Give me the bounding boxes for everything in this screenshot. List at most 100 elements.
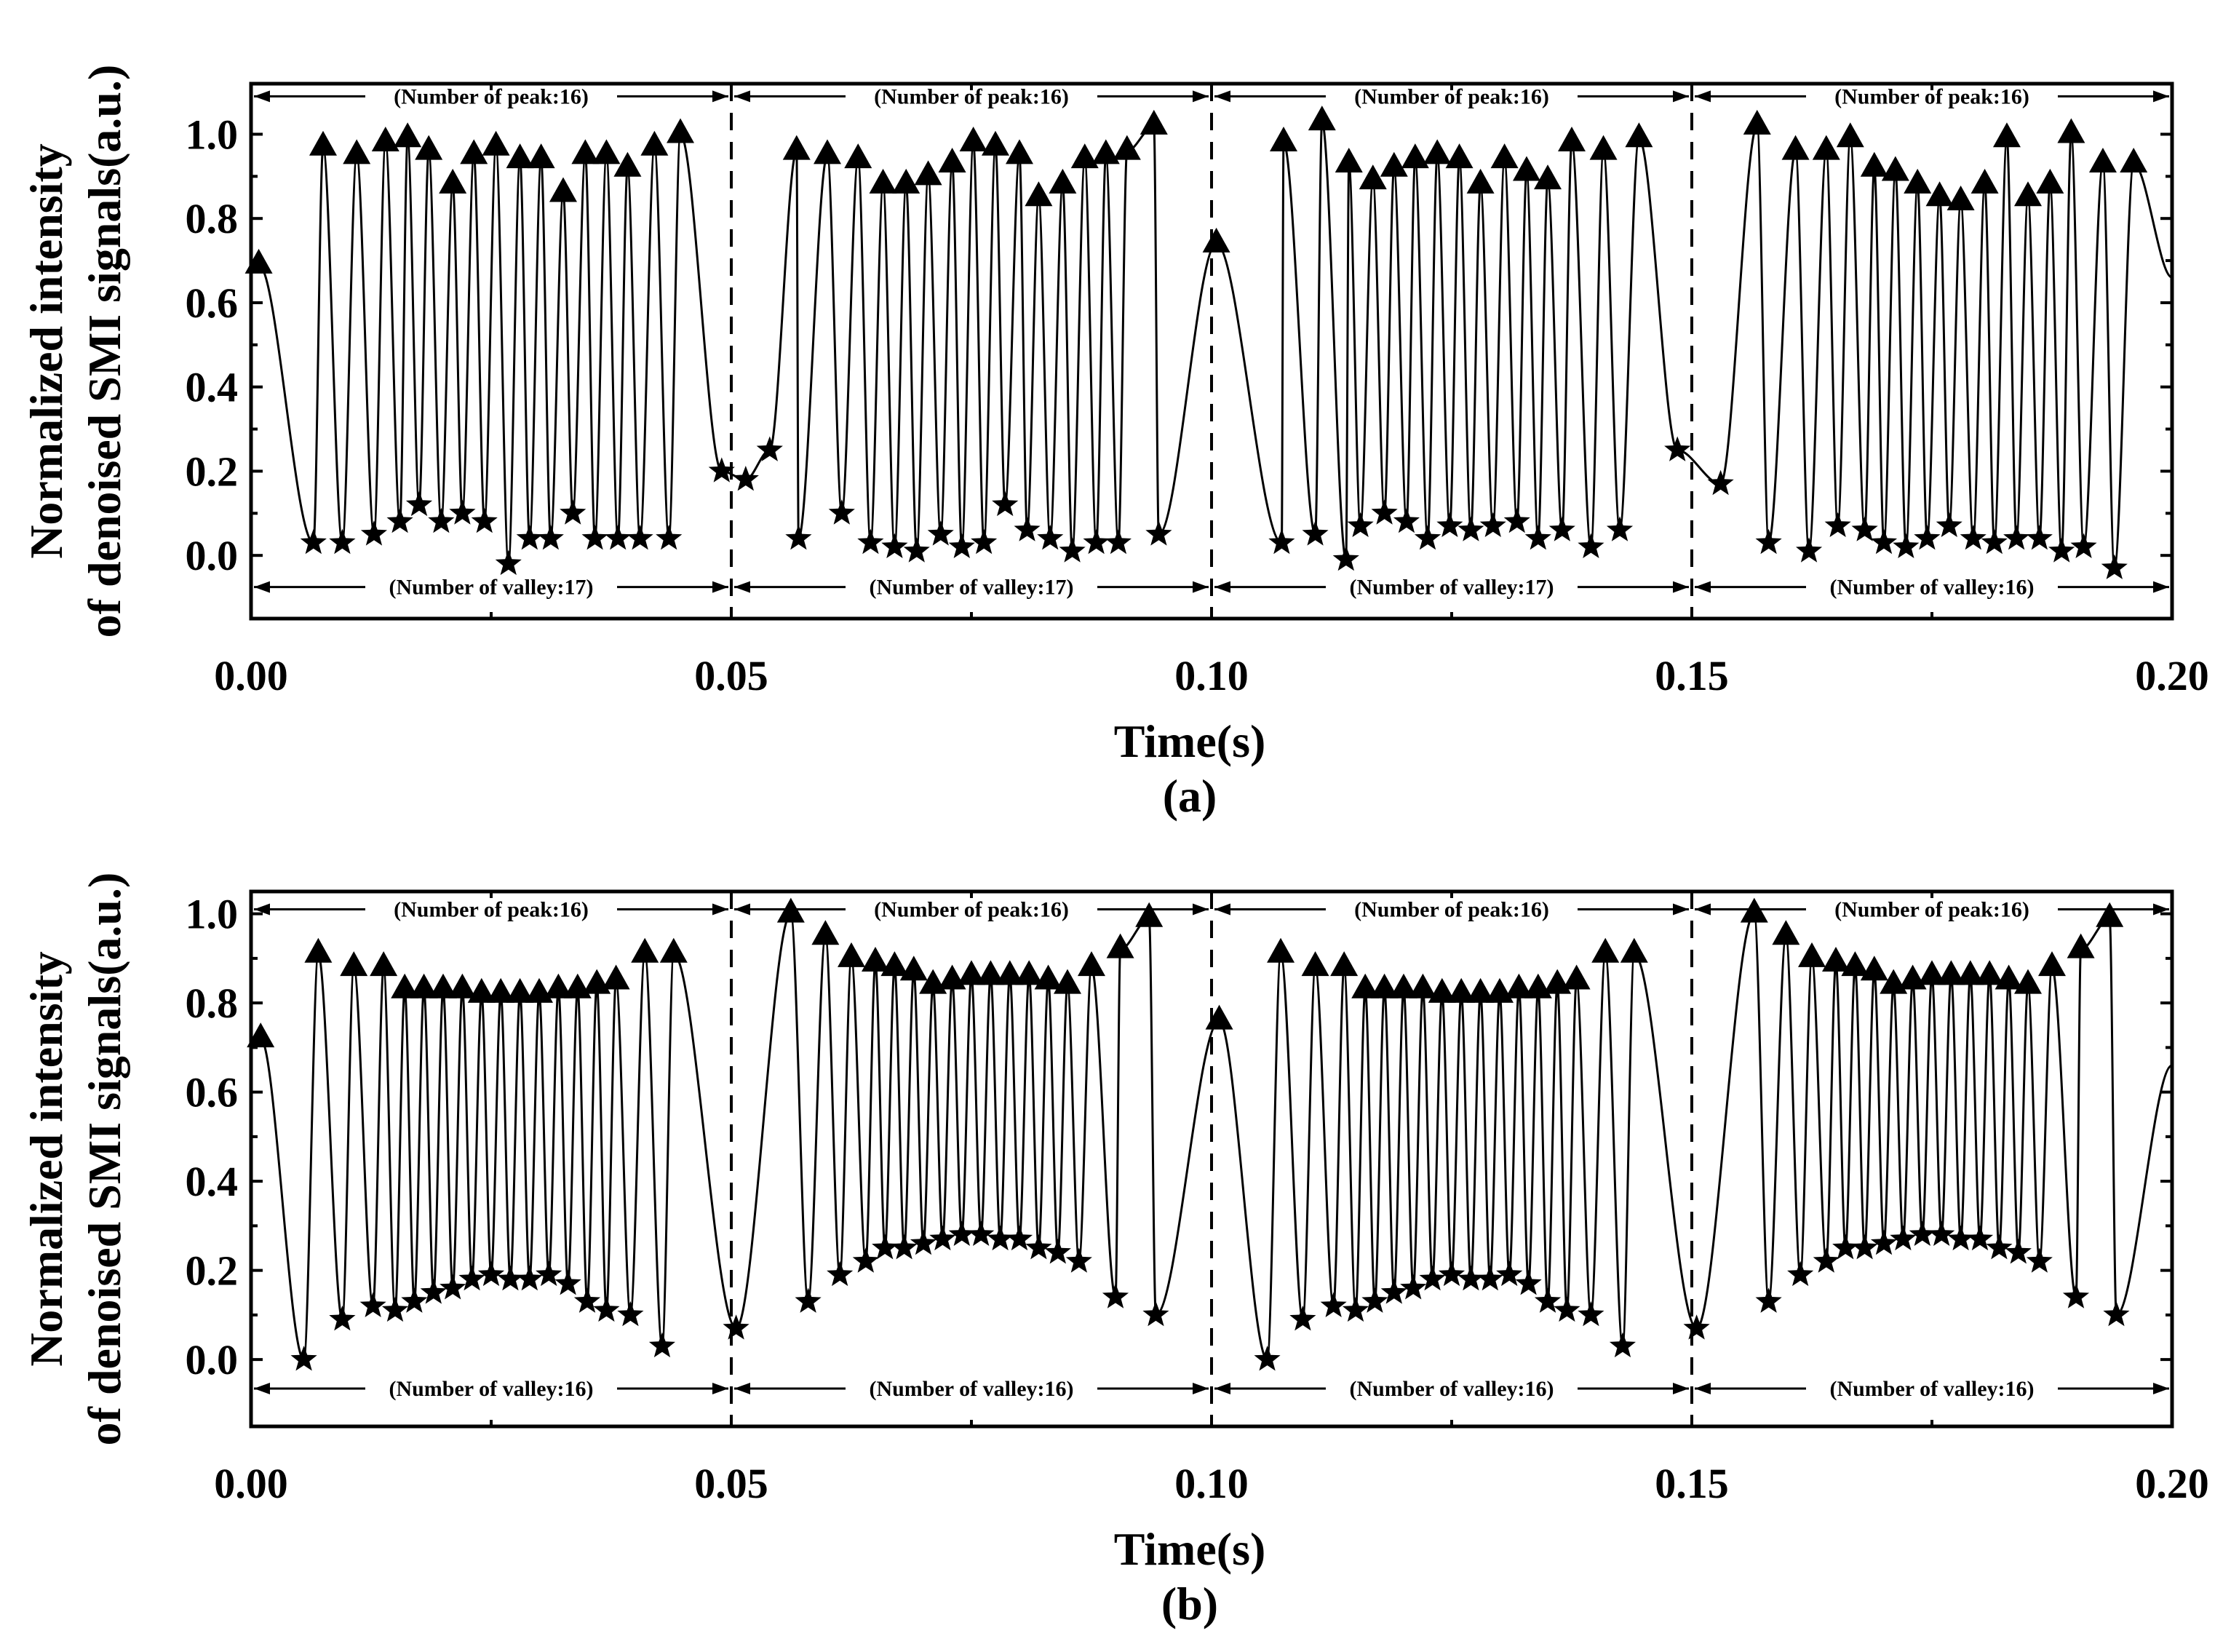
peak-marker — [1049, 168, 1077, 194]
valley-marker — [573, 1287, 601, 1313]
y-tick-label: 1.0 — [186, 111, 239, 158]
valley-marker — [732, 466, 759, 491]
y-tick-label: 0.8 — [186, 980, 239, 1027]
valley-marker — [1059, 537, 1086, 563]
peak-marker — [2067, 933, 2095, 958]
valley-arrow-head-right — [2153, 581, 2169, 593]
peak-arrow-head-right — [1193, 90, 1209, 103]
peak-marker — [2036, 168, 2064, 194]
peak-marker — [592, 139, 621, 164]
valley-marker — [560, 499, 586, 525]
valley-marker — [1787, 1260, 1814, 1287]
y-tick-label: 0.0 — [186, 532, 239, 579]
valley-marker — [1476, 1265, 1503, 1291]
x-tick-label: 0.20 — [2135, 1460, 2209, 1507]
valley-marker — [1548, 516, 1575, 541]
peak-marker — [892, 168, 920, 194]
peak-marker — [1270, 127, 1297, 152]
valley-marker — [948, 533, 975, 558]
peak-marker — [1904, 168, 1932, 194]
valley-marker — [1870, 528, 1898, 555]
peak-marker — [838, 942, 865, 967]
valley-count-label: (Number of valley:16) — [389, 1377, 593, 1401]
valley-marker — [1268, 528, 1295, 555]
valley-marker — [2048, 537, 2075, 563]
peak-marker — [1946, 186, 1975, 211]
peak-marker — [1772, 920, 1800, 945]
peak-marker — [1428, 977, 1456, 1003]
peak-marker — [1976, 960, 2004, 985]
valley-marker — [2103, 1300, 2130, 1327]
valley-marker — [458, 1265, 485, 1291]
peak-marker — [1091, 139, 1120, 164]
valley-marker — [971, 528, 998, 555]
valley-marker — [1361, 1287, 1388, 1313]
peak-marker — [525, 977, 553, 1003]
valley-marker — [785, 525, 812, 550]
valley-marker — [605, 525, 632, 550]
valley-count-label: (Number of valley:17) — [869, 576, 1073, 600]
peak-marker — [1445, 143, 1474, 169]
valley-marker — [1870, 1229, 1898, 1255]
valley-marker — [656, 525, 683, 550]
valley-marker — [891, 1234, 918, 1260]
valley-arrow-head-left — [1695, 581, 1711, 593]
valley-marker — [948, 1220, 975, 1246]
valley-marker — [1960, 525, 1987, 550]
valley-marker — [828, 499, 855, 525]
peak-marker — [429, 973, 457, 998]
peak-marker — [563, 973, 592, 998]
y-axis-title-line2: of denoised SMI signals(a.u.) — [79, 873, 130, 1446]
valley-marker — [627, 525, 653, 550]
x-tick-label: 0.15 — [1655, 1460, 1729, 1507]
peak-marker — [1898, 964, 1927, 990]
peak-marker — [959, 127, 987, 152]
panel-a-chart: 0.0 0.2 0.4 0.6 0.8 1.0 0.00 0.05 0.10 0.15 0.20 Ti… — [20, 65, 2209, 822]
peak-marker — [309, 130, 337, 156]
peak-marker — [982, 130, 1009, 156]
peak-marker — [1918, 960, 1946, 985]
valley-marker — [1083, 528, 1110, 555]
x-axis-title: Time(s) — [1114, 715, 1266, 767]
peak-marker — [914, 160, 942, 186]
peak-marker — [340, 951, 368, 977]
peak-marker — [1359, 164, 1387, 190]
peak-arrow-head-left — [734, 90, 750, 103]
valley-marker — [992, 491, 1019, 517]
peak-marker — [1401, 143, 1429, 169]
peak-marker — [899, 956, 928, 981]
valley-marker — [852, 1247, 879, 1273]
peak-marker — [602, 964, 630, 990]
peak-arrow-head-left — [1695, 90, 1711, 103]
valley-marker — [1400, 1274, 1427, 1300]
valley-marker — [1813, 1247, 1840, 1273]
peak-marker — [1466, 977, 1495, 1003]
valley-marker — [554, 1270, 581, 1295]
peak-marker — [506, 143, 534, 169]
valley-marker — [359, 1292, 386, 1317]
valley-marker — [857, 528, 884, 555]
peak-marker — [1822, 947, 1850, 972]
x-tick-label: 0.00 — [214, 652, 288, 699]
valley-count-label: (Number of valley:17) — [1349, 576, 1554, 600]
valley-count-label: (Number of valley:16) — [1829, 576, 2034, 600]
peak-arrow-head-right — [712, 90, 728, 103]
peak-marker — [1486, 977, 1514, 1003]
peak-arrow-head-right — [1193, 903, 1209, 916]
valley-marker — [1515, 1270, 1542, 1295]
valley-marker — [2101, 554, 2128, 579]
peak-marker — [1423, 139, 1452, 164]
peak-marker — [1006, 139, 1033, 164]
valley-arrow-head-right — [712, 1382, 728, 1394]
valley-marker — [2003, 525, 2030, 550]
x-tick-label: 0.20 — [2135, 652, 2209, 699]
valley-marker — [1457, 516, 1484, 541]
valley-marker — [1928, 1220, 1955, 1246]
peak-marker — [1335, 147, 1363, 172]
peak-marker — [880, 951, 909, 977]
x-tick-label: 0.10 — [1174, 1460, 1249, 1507]
peak-marker — [782, 135, 811, 160]
valley-marker — [1914, 525, 1941, 550]
valley-marker — [1503, 507, 1530, 533]
